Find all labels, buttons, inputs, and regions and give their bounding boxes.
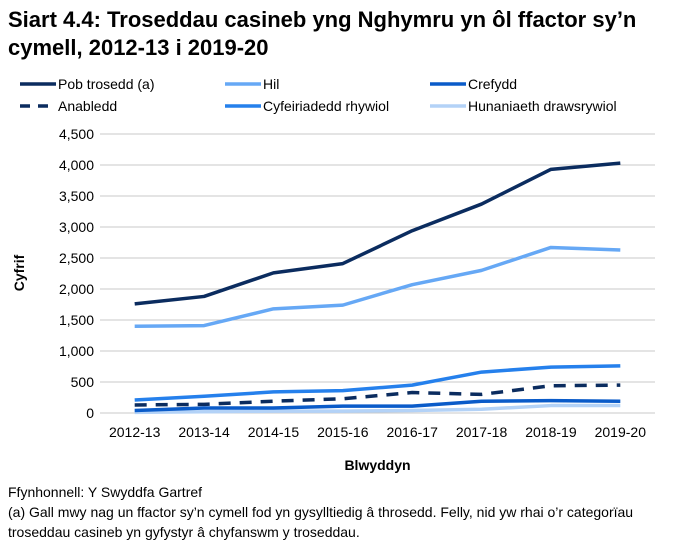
legend-label: Hil [263,76,280,92]
legend-swatch [225,104,261,108]
legend-item: Hil [225,76,279,92]
legend-label: Crefydd [468,76,518,92]
y-tick-label: 3,000 [59,219,94,235]
legend-label: Hunaniaeth drawsrywiol [468,98,617,114]
y-tick-label: 2,000 [59,281,94,297]
y-tick-label: 3,500 [59,188,94,204]
legend-label: Cyfeiriadedd rhywiol [263,98,390,114]
legend-swatch [20,82,56,86]
y-tick-label: 2,500 [59,250,94,266]
series-line [134,245,621,328]
y-axis-label: Cyfrif [11,254,27,291]
y-tick-label: 4,000 [59,157,94,173]
legend-item: Crefydd [430,76,517,92]
y-tick-label: 0 [86,405,94,421]
x-tick-label: 2016-17 [386,424,438,440]
legend-label: Anabledd [58,98,118,114]
y-tick-label: 4,500 [59,126,94,142]
x-tick-label: 2014-15 [248,424,300,440]
legend-swatch [430,104,466,108]
x-tick-label: 2018-19 [525,424,577,440]
y-tick-label: 500 [71,374,95,390]
x-tick-label: 2017-18 [456,424,508,440]
y-tick-label: 1,500 [59,312,94,328]
y-tick-label: 1,000 [59,343,94,359]
series-line [134,161,621,306]
series-line [134,383,621,407]
legend-item: Pob trosedd (a) [20,76,155,92]
legend-swatch [430,82,466,86]
legend-swatch [20,104,56,108]
legend-item: Hunaniaeth drawsrywiol [430,98,617,114]
legend-label: Pob trosedd (a) [58,76,155,92]
x-tick-label: 2013-14 [178,424,230,440]
series-line [134,403,621,415]
x-tick-label: 2012-13 [109,424,161,440]
series-line [134,364,621,402]
source-note: Ffynhonnell: Y Swyddfa Gartref [8,484,203,500]
footnote: (a) Gall mwy nag un ffactor sy’n cymell … [8,504,634,540]
chart-title: Siart 4.4: Troseddau casineb yng Nghymru… [8,7,637,60]
x-axis-label: Blwyddyn [344,457,410,473]
legend-item: Cyfeiriadedd rhywiol [225,98,389,114]
legend-swatch [225,82,261,86]
x-tick-label: 2015-16 [317,424,369,440]
x-tick-label: 2019-20 [595,424,647,440]
series-line [134,398,621,413]
legend-item: Anabledd [20,98,117,114]
